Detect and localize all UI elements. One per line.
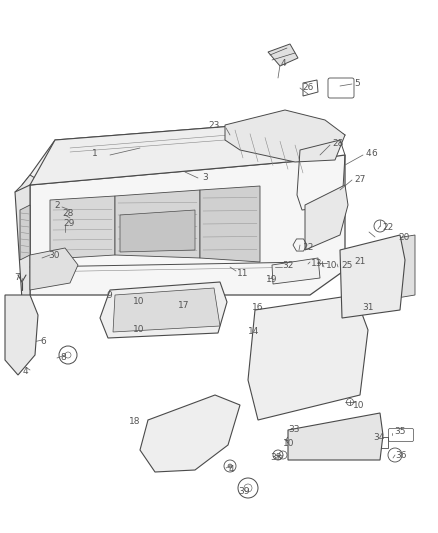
- Text: 20: 20: [398, 232, 410, 241]
- Text: 4: 4: [281, 59, 286, 68]
- Text: 35: 35: [394, 427, 406, 437]
- Text: 16: 16: [252, 303, 264, 311]
- Polygon shape: [225, 110, 345, 162]
- Polygon shape: [397, 235, 415, 298]
- Text: 3: 3: [202, 173, 208, 182]
- Circle shape: [182, 169, 188, 175]
- Text: 21: 21: [354, 256, 365, 265]
- Polygon shape: [140, 395, 240, 472]
- Text: 6: 6: [40, 337, 46, 346]
- Polygon shape: [305, 185, 348, 250]
- Text: 22: 22: [382, 223, 393, 232]
- Text: 8: 8: [60, 353, 66, 362]
- Text: 10: 10: [133, 325, 145, 334]
- Text: 4: 4: [229, 465, 235, 474]
- Bar: [333, 430, 347, 452]
- Text: 23: 23: [208, 122, 220, 131]
- Circle shape: [228, 464, 232, 468]
- Bar: [352, 430, 366, 452]
- Text: 5: 5: [354, 78, 360, 87]
- Polygon shape: [22, 120, 345, 185]
- Polygon shape: [30, 120, 345, 185]
- Text: 30: 30: [48, 252, 60, 261]
- Text: 19: 19: [266, 276, 278, 285]
- Text: 10: 10: [133, 296, 145, 305]
- Text: 4: 4: [22, 367, 28, 376]
- Polygon shape: [248, 295, 368, 420]
- Polygon shape: [343, 238, 399, 261]
- Text: 18: 18: [128, 416, 140, 425]
- Text: 39: 39: [238, 487, 250, 496]
- Polygon shape: [120, 210, 195, 252]
- Text: 28: 28: [62, 209, 74, 219]
- Text: 12: 12: [303, 244, 314, 253]
- Text: 32: 32: [282, 261, 293, 270]
- Text: 31: 31: [362, 303, 374, 312]
- Text: 10: 10: [353, 400, 364, 409]
- Text: 2: 2: [54, 201, 60, 211]
- Polygon shape: [20, 205, 30, 260]
- Text: 17: 17: [178, 302, 190, 311]
- Circle shape: [227, 264, 233, 270]
- Text: 29: 29: [63, 219, 74, 228]
- Polygon shape: [200, 186, 260, 262]
- Text: 27: 27: [354, 174, 365, 183]
- Text: 1: 1: [92, 149, 98, 157]
- Text: 38: 38: [270, 453, 282, 462]
- Text: 26: 26: [302, 83, 313, 92]
- Bar: [370, 437, 388, 448]
- Bar: [314, 430, 328, 452]
- Polygon shape: [115, 190, 200, 258]
- Text: 14: 14: [248, 327, 259, 336]
- Text: 10: 10: [326, 261, 338, 270]
- Text: 28: 28: [332, 139, 343, 148]
- Polygon shape: [30, 155, 345, 295]
- Text: 13: 13: [311, 260, 322, 269]
- Polygon shape: [5, 295, 38, 375]
- Bar: [188, 305, 213, 323]
- Polygon shape: [15, 175, 35, 195]
- Text: 9: 9: [106, 292, 112, 301]
- Text: 10: 10: [283, 439, 294, 448]
- Text: 33: 33: [288, 425, 300, 434]
- Polygon shape: [50, 196, 115, 259]
- Polygon shape: [100, 282, 227, 338]
- Polygon shape: [340, 235, 405, 318]
- Text: 36: 36: [395, 451, 406, 461]
- Text: 34: 34: [373, 433, 385, 442]
- Polygon shape: [288, 413, 383, 460]
- Polygon shape: [15, 185, 30, 300]
- Text: 7: 7: [14, 273, 20, 282]
- Bar: [295, 430, 309, 452]
- Polygon shape: [113, 288, 220, 332]
- Text: 11: 11: [237, 269, 248, 278]
- Polygon shape: [30, 248, 78, 290]
- Polygon shape: [268, 44, 298, 66]
- Text: 25: 25: [341, 261, 353, 270]
- Text: 6: 6: [371, 149, 377, 158]
- Polygon shape: [258, 298, 355, 324]
- Text: 4: 4: [366, 149, 371, 157]
- Bar: [66, 204, 82, 217]
- Polygon shape: [272, 258, 320, 284]
